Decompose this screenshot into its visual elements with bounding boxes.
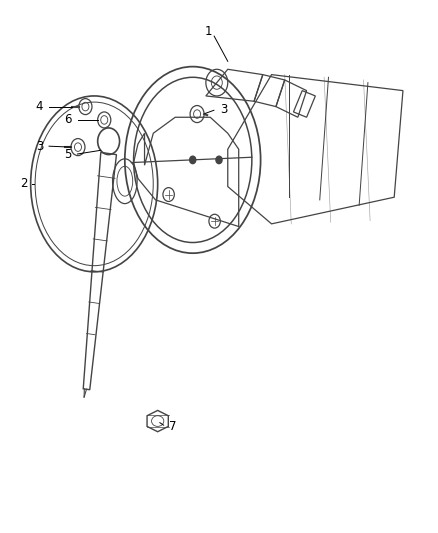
Text: 5: 5 — [64, 148, 71, 161]
Text: 7: 7 — [169, 420, 177, 433]
Circle shape — [216, 156, 222, 164]
Text: 3: 3 — [220, 103, 227, 116]
Text: 3: 3 — [36, 140, 43, 152]
Text: 4: 4 — [35, 100, 43, 113]
Text: 1: 1 — [204, 26, 212, 38]
Circle shape — [190, 156, 196, 164]
Text: 6: 6 — [64, 114, 72, 126]
Text: 2: 2 — [20, 177, 28, 190]
